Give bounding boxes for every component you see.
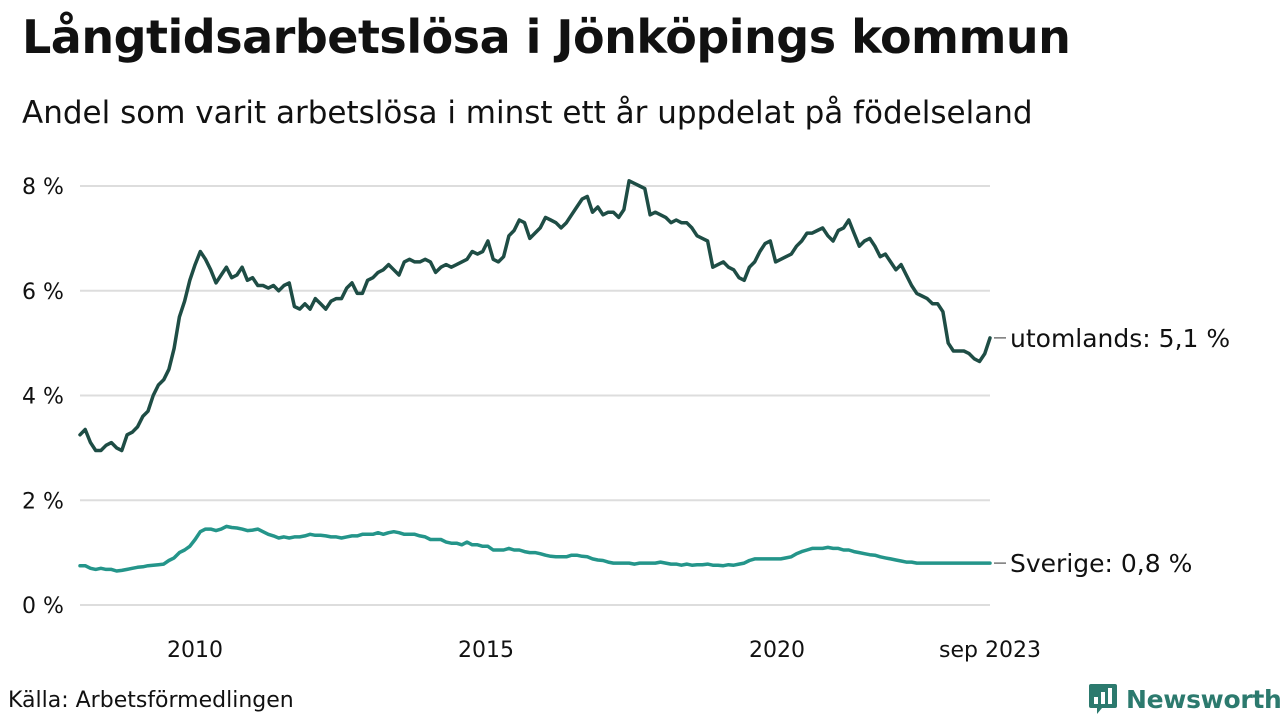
y-tick-label: 6 %: [22, 280, 64, 305]
x-tick-label: sep 2023: [939, 638, 1041, 663]
series-end-labels: utomlands: 5,1 % Sverige: 0,8 %: [994, 324, 1230, 578]
brand-name: Newsworthy: [1126, 684, 1280, 714]
y-axis-ticks: 0 % 2 % 4 % 6 % 8 %: [22, 175, 64, 619]
y-tick-label: 8 %: [22, 175, 64, 200]
gridlines: [80, 185, 990, 606]
chart-title: Långtidsarbetslösa i Jönköpings kommun: [22, 10, 1071, 64]
y-tick-label: 0 %: [22, 594, 64, 619]
series-lines: [78, 179, 992, 573]
y-tick-label: 2 %: [22, 489, 64, 514]
source-note: Källa: Arbetsförmedlingen: [8, 688, 294, 713]
brand-logo[interactable]: Newsworthy: [1088, 682, 1280, 716]
series-line-utomlands: [78, 179, 992, 453]
x-axis-ticks: 2010 2015 2020 sep 2023: [167, 638, 1041, 663]
chart-subtitle: Andel som varit arbetslösa i minst ett å…: [22, 95, 1033, 131]
newsworthy-icon: [1089, 684, 1117, 714]
x-tick-label: 2020: [749, 638, 805, 663]
end-label-utomlands: utomlands: 5,1 %: [1010, 324, 1230, 353]
end-label-sverige: Sverige: 0,8 %: [1010, 549, 1192, 578]
series-line-sverige: [78, 524, 992, 573]
y-tick-label: 4 %: [22, 385, 64, 410]
x-tick-label: 2010: [167, 638, 223, 663]
x-tick-label: 2015: [458, 638, 514, 663]
